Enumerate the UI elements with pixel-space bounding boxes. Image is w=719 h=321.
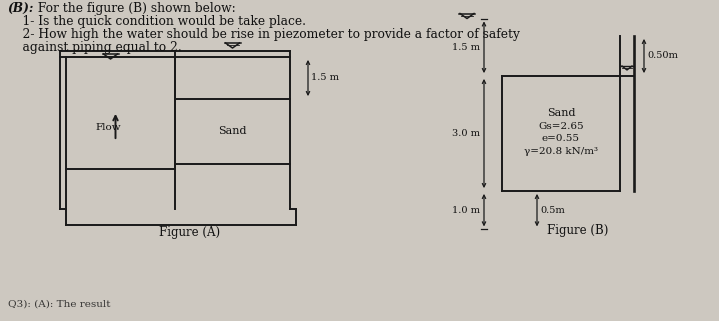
Text: against piping equal to 2.: against piping equal to 2. xyxy=(7,41,182,54)
Text: Sand: Sand xyxy=(219,126,247,136)
Text: (B):: (B): xyxy=(7,2,33,15)
Text: Flow: Flow xyxy=(96,123,121,132)
Text: 0.5m: 0.5m xyxy=(540,206,564,215)
Text: 0.50m: 0.50m xyxy=(647,51,678,60)
Text: 1.0 m: 1.0 m xyxy=(452,206,480,215)
Text: Sand: Sand xyxy=(546,108,575,118)
Text: Figure (B): Figure (B) xyxy=(547,224,609,237)
Text: 1.5 m: 1.5 m xyxy=(311,74,339,82)
Text: Q3): (A): The result: Q3): (A): The result xyxy=(8,300,111,309)
Text: 3.0 m: 3.0 m xyxy=(452,129,480,138)
Text: Figure (A): Figure (A) xyxy=(160,226,221,239)
Text: e=0.55: e=0.55 xyxy=(542,134,580,143)
Text: Gs=2.65: Gs=2.65 xyxy=(539,122,584,131)
Text: 1- Is the quick condition would be take place.: 1- Is the quick condition would be take … xyxy=(7,15,306,28)
Text: 2- How high the water should be rise in piezometer to provide a factor of safety: 2- How high the water should be rise in … xyxy=(7,28,520,41)
Text: 1.5 m: 1.5 m xyxy=(452,43,480,52)
Text: γ=20.8 kN/m³: γ=20.8 kN/m³ xyxy=(524,147,598,156)
Text: For the figure (B) shown below:: For the figure (B) shown below: xyxy=(34,2,236,15)
